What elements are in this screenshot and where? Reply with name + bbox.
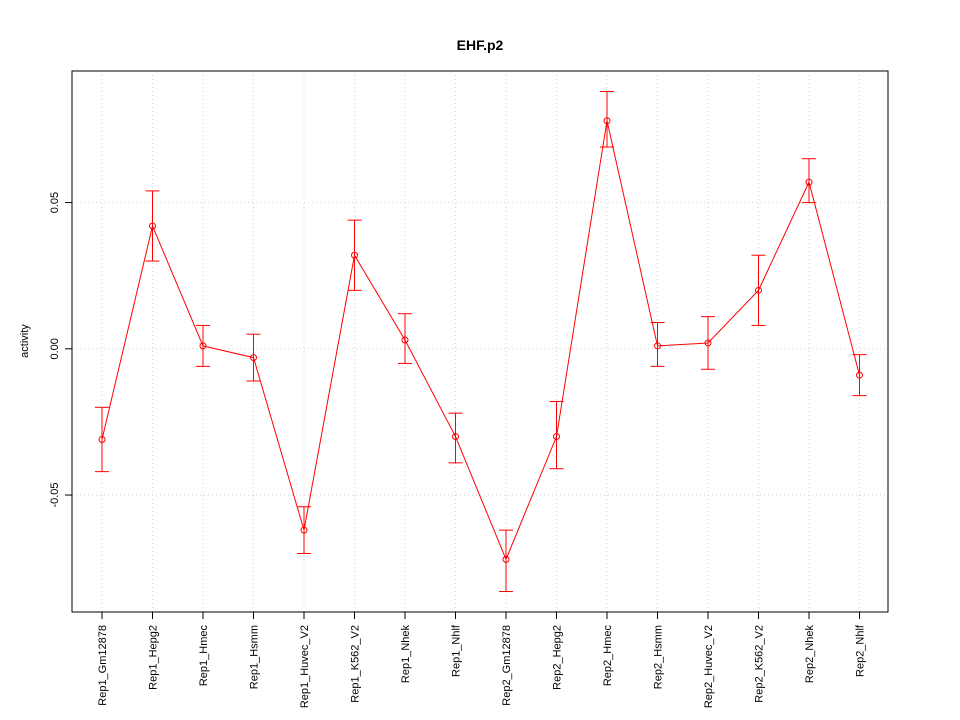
x-tick-label: Rep1_Gm12878	[97, 625, 109, 706]
y-tick-label: -0.05	[49, 482, 61, 507]
data-point	[856, 371, 863, 379]
data-point	[502, 555, 510, 563]
x-tick-label: Rep1_Nhlf	[451, 624, 463, 677]
series-line	[101, 120, 860, 561]
x-tick-label: Rep2_Hepg2	[552, 625, 564, 690]
data-point	[149, 222, 156, 230]
y-tick-label: 0.00	[49, 338, 61, 359]
data-point	[199, 342, 207, 350]
y-axis-label: activity	[19, 324, 31, 358]
x-tick-label: Rep1_Huvec_V2	[299, 625, 311, 708]
x-tick-label: Rep2_Nhlf	[855, 624, 867, 677]
x-tick-label: Rep1_Hsmm	[249, 625, 261, 689]
x-tick-label: Rep2_K562_V2	[754, 625, 766, 703]
data-point	[553, 433, 560, 441]
y-tick-label: 0.05	[49, 192, 61, 213]
x-tick-label: Rep2_Gm12878	[501, 625, 513, 706]
x-tick-label: Rep2_Hmec	[602, 625, 614, 687]
data-point	[452, 433, 459, 441]
x-tick-label: Rep2_Hsmm	[653, 625, 665, 689]
data-point	[300, 526, 308, 534]
data-point	[250, 354, 257, 362]
x-tick-label: Rep1_Hmec	[198, 625, 210, 687]
data-point	[704, 339, 712, 347]
grid	[72, 71, 888, 612]
plot-frame	[71, 70, 889, 613]
data-point	[401, 336, 409, 344]
data-point	[755, 286, 762, 294]
x-tick-label: Rep1_Nhek	[400, 625, 412, 684]
data-point	[603, 117, 611, 125]
x-tick-label: Rep2_Huvec_V2	[703, 625, 715, 708]
axes: -0.05 0.00 0.05 Rep1_Gm12878 Rep1_Hepg2 Rep1_…	[49, 192, 867, 708]
data-point	[805, 178, 813, 186]
data-point	[351, 251, 358, 259]
x-tick-label: Rep1_Hepg2	[148, 625, 160, 690]
data-point	[98, 435, 106, 443]
series	[95, 90, 867, 593]
chart-title: EHF.p2	[457, 37, 504, 53]
data-point	[654, 342, 661, 350]
x-tick-label: Rep2_Nhek	[804, 625, 816, 684]
x-tick-label: Rep1_K562_V2	[350, 625, 362, 703]
